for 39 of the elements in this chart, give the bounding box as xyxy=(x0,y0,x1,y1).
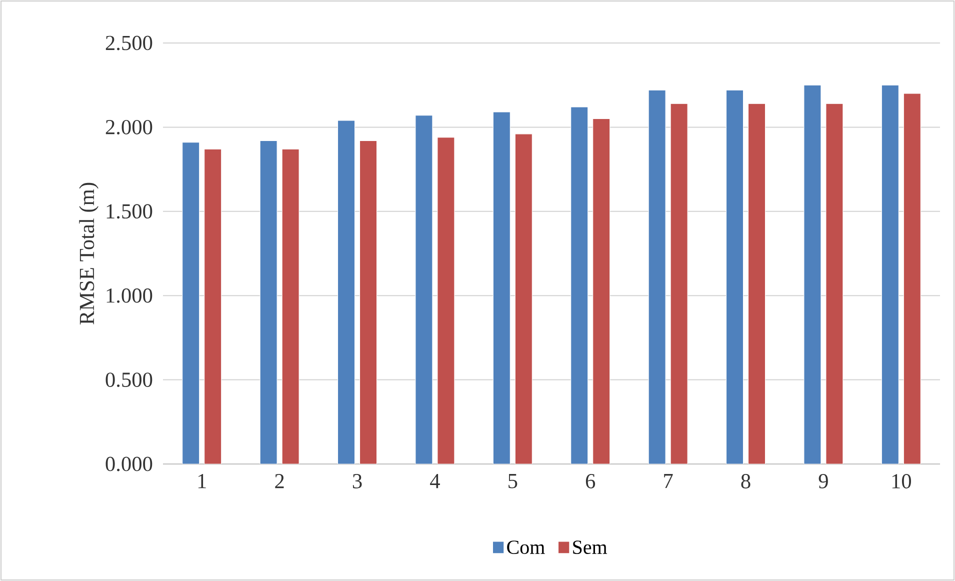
y-tick-label: 1.500 xyxy=(106,204,152,219)
bar xyxy=(804,84,822,464)
bar xyxy=(260,140,278,464)
x-tick-label: 3 xyxy=(352,474,362,488)
x-tick-label: 5 xyxy=(508,474,518,488)
legend-label: Com xyxy=(507,540,545,554)
x-tick-label: 10 xyxy=(892,474,912,488)
bar xyxy=(881,84,899,464)
y-axis-title: RMSE Total (m) xyxy=(79,182,98,324)
bar xyxy=(903,93,921,464)
bar xyxy=(337,120,356,464)
y-tick-label: 2.000 xyxy=(106,120,152,134)
x-tick-label: 8 xyxy=(741,474,750,488)
bar xyxy=(670,103,688,464)
y-tick-label: 0.000 xyxy=(106,456,152,472)
bar xyxy=(592,118,610,464)
x-tick-label: 2 xyxy=(275,474,284,488)
legend-label: Sem xyxy=(573,540,608,554)
bar xyxy=(570,106,588,464)
x-tick-label: 7 xyxy=(664,474,673,488)
bar xyxy=(492,112,510,464)
bar xyxy=(282,148,300,464)
bar xyxy=(648,90,666,464)
bar xyxy=(437,137,455,464)
x-tick-label: 1 xyxy=(198,474,206,488)
bar xyxy=(748,103,766,464)
y-tick-label: 0.500 xyxy=(106,372,152,388)
bar xyxy=(204,148,222,464)
bar xyxy=(359,140,378,464)
x-tick-label: 4 xyxy=(430,474,440,488)
bar xyxy=(726,90,744,464)
x-tick-label: 9 xyxy=(818,474,828,488)
bar xyxy=(182,142,200,464)
bar xyxy=(826,103,844,464)
bar xyxy=(514,134,532,464)
x-tick-label: 6 xyxy=(586,474,596,488)
y-tick-label: 1.000 xyxy=(106,288,152,303)
y-tick-label: 2.500 xyxy=(106,36,152,50)
bar xyxy=(415,115,433,464)
